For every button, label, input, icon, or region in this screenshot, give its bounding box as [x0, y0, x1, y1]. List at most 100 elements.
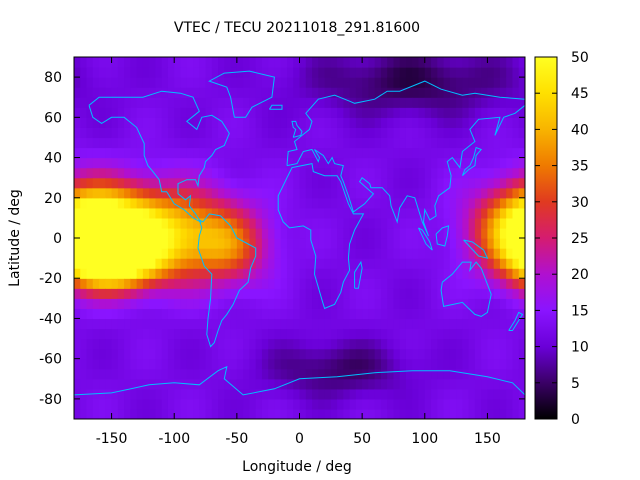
- heatmap-cell: [393, 207, 401, 219]
- heatmap-cell: [268, 348, 276, 360]
- heatmap-cell: [280, 167, 288, 179]
- heatmap-cell: [268, 207, 276, 219]
- heatmap-cell: [393, 157, 401, 169]
- heatmap-cell: [305, 398, 313, 410]
- heatmap-cell: [305, 268, 313, 279]
- heatmap-cell: [443, 358, 451, 370]
- heatmap-cell: [167, 57, 175, 68]
- heatmap-cell: [236, 227, 244, 239]
- heatmap-cell: [368, 107, 376, 118]
- heatmap-cell: [456, 268, 463, 279]
- heatmap-cell: [349, 338, 357, 350]
- heatmap-cell: [218, 278, 225, 289]
- heatmap-cell: [268, 388, 276, 400]
- heatmap-cell: [368, 127, 376, 139]
- heatmap-cell: [142, 157, 150, 169]
- heatmap-cell: [155, 167, 163, 179]
- heatmap-cell: [493, 97, 501, 108]
- heatmap-cell: [249, 57, 257, 68]
- coastline-north-america: [88, 90, 230, 224]
- heatmap-cell: [318, 338, 326, 350]
- heatmap-cell: [205, 137, 213, 149]
- heatmap-cell: [199, 248, 207, 259]
- heatmap-cell: [199, 67, 207, 78]
- heatmap-cell: [362, 328, 369, 340]
- heatmap-cell: [368, 238, 376, 249]
- y-tick-label: 20: [44, 191, 62, 207]
- heatmap-cell: [355, 238, 363, 249]
- heatmap-cell: [518, 117, 525, 128]
- heatmap-cell: [393, 358, 401, 370]
- heatmap-cell: [130, 187, 138, 199]
- heatmap-cell: [255, 87, 263, 98]
- heatmap-cell: [130, 157, 138, 169]
- heatmap-cell: [280, 147, 288, 159]
- coastline-new-guinea: [463, 239, 489, 259]
- heatmap-cell: [180, 398, 188, 410]
- heatmap-cell: [399, 358, 407, 370]
- heatmap-cell: [105, 298, 113, 309]
- heatmap-cell: [243, 67, 250, 78]
- heatmap-cell: [474, 368, 482, 380]
- heatmap-cell: [449, 67, 457, 78]
- heatmap-cell: [86, 127, 94, 139]
- heatmap-cell: [124, 318, 131, 330]
- heatmap-cell: [74, 368, 81, 380]
- heatmap-cell: [293, 358, 301, 370]
- heatmap-cell: [230, 207, 238, 219]
- heatmap-cell: [286, 268, 294, 279]
- heatmap-cell: [374, 358, 382, 370]
- heatmap-cell: [355, 268, 363, 279]
- heatmap-cell: [437, 368, 445, 380]
- heatmap-cell: [312, 147, 319, 159]
- heatmap-cell: [117, 298, 125, 309]
- heatmap-cell: [74, 388, 81, 400]
- heatmap-cell: [468, 278, 476, 289]
- heatmap-cell: [424, 177, 432, 189]
- heatmap-cell: [405, 268, 413, 279]
- heatmap-cell: [117, 328, 125, 340]
- heatmap-cell: [286, 258, 294, 269]
- heatmap-cell: [362, 398, 369, 410]
- heatmap-cell: [299, 127, 307, 139]
- heatmap-cell: [499, 107, 507, 118]
- heatmap-cell: [136, 268, 144, 279]
- heatmap-cell: [493, 87, 501, 98]
- heatmap-cell: [261, 278, 269, 289]
- heatmap-cell: [481, 378, 489, 390]
- heatmap-cell: [236, 167, 244, 179]
- heatmap-cell: [86, 338, 94, 350]
- heatmap-cell: [393, 388, 401, 400]
- heatmap-cell: [161, 107, 169, 118]
- heatmap-cell: [230, 77, 238, 88]
- heatmap-cell: [487, 278, 495, 289]
- heatmap-cell: [243, 227, 250, 239]
- heatmap-cell: [80, 268, 88, 279]
- heatmap-cell: [412, 87, 420, 98]
- heatmap-cell: [343, 278, 351, 289]
- heatmap-cell: [518, 187, 525, 199]
- heatmap-cell: [506, 207, 514, 219]
- heatmap-cell: [205, 87, 213, 98]
- heatmap-cell: [268, 217, 276, 229]
- heatmap-cell: [462, 107, 470, 118]
- heatmap-cell: [337, 207, 344, 219]
- heatmap-cell: [224, 147, 232, 159]
- heatmap-cell: [462, 207, 470, 219]
- heatmap-cell: [368, 298, 376, 309]
- heatmap-cell: [499, 207, 507, 219]
- heatmap-cell: [236, 328, 244, 340]
- heatmap-cell: [487, 227, 495, 239]
- heatmap-cell: [405, 147, 413, 159]
- heatmap-cell: [330, 358, 338, 370]
- heatmap-cell: [255, 378, 263, 390]
- heatmap-cell: [449, 348, 457, 360]
- heatmap-cell: [243, 207, 250, 219]
- heatmap-cell: [437, 408, 445, 419]
- heatmap-cell: [92, 318, 100, 330]
- heatmap-cell: [111, 177, 119, 189]
- heatmap-cell: [506, 298, 514, 309]
- heatmap-cell: [393, 398, 401, 410]
- heatmap-cell: [343, 87, 351, 98]
- heatmap-cell: [468, 388, 476, 400]
